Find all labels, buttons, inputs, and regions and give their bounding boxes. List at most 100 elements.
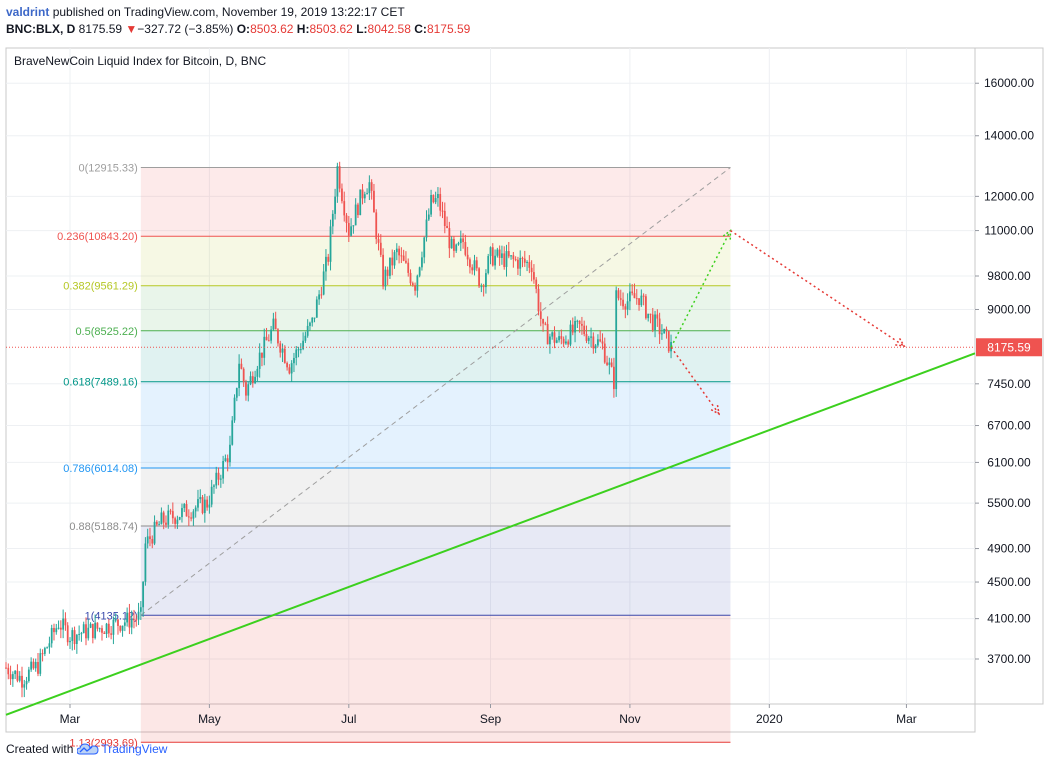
support-trendline	[5, 352, 976, 716]
candle-body	[665, 328, 668, 332]
candle-body	[144, 543, 147, 582]
projection-down-arrow	[670, 346, 720, 415]
candle-body	[151, 539, 154, 544]
candle-body	[229, 444, 231, 463]
close-value: 8175.59	[426, 22, 471, 36]
candle-body	[462, 238, 464, 243]
candle-body	[313, 317, 316, 319]
published-text: published on TradingView.com, November 1…	[52, 5, 405, 19]
candle-body	[658, 318, 661, 335]
candle-body	[23, 684, 26, 688]
price-axis[interactable]	[974, 47, 1044, 705]
candle-body	[117, 619, 119, 626]
candle-body	[473, 260, 476, 271]
candle-body	[153, 521, 156, 544]
candle-body	[560, 336, 563, 339]
author-name[interactable]: valdrint	[6, 5, 50, 19]
candle-body	[423, 237, 426, 258]
candle-body	[87, 627, 90, 639]
candle-body	[217, 472, 220, 480]
candle-body	[418, 267, 421, 276]
candle-body	[601, 341, 604, 344]
y-tick-label: 6700.00	[987, 419, 1031, 433]
candle-body	[377, 239, 380, 243]
candle-body	[453, 238, 455, 251]
ohlc-line: BNC:BLX, D 8175.59 ▼−327.72 (−3.85%) O:8…	[6, 21, 470, 38]
candle-body	[208, 504, 211, 508]
candle-body	[480, 286, 483, 288]
open-label: O:	[236, 22, 251, 36]
fib-retracement[interactable]: 0(12915.33) 0.236(10843.20) 0.382(9561.29)…	[57, 162, 731, 749]
candle-body	[402, 255, 405, 261]
candle-body	[457, 243, 460, 245]
drawings	[5, 229, 976, 716]
candle-body	[482, 286, 485, 288]
candle-body	[459, 238, 462, 244]
candle-body	[386, 269, 389, 276]
candle-body	[448, 228, 451, 249]
tradingview-logo[interactable]: TradingView	[77, 741, 167, 757]
candle-body	[661, 333, 663, 335]
candle-body	[69, 640, 71, 643]
candle-body	[343, 201, 346, 216]
candle-body	[469, 259, 471, 268]
candle-body	[354, 204, 357, 226]
candle-body	[80, 633, 83, 635]
candle-body	[233, 397, 236, 421]
x-tick-label: Sep	[480, 712, 502, 726]
candle-body	[75, 634, 78, 645]
candle-body	[663, 328, 666, 334]
candle-body	[439, 194, 442, 211]
down-triangle-icon: ▼	[125, 22, 138, 36]
candle-body	[635, 298, 638, 300]
candle-body	[318, 294, 320, 300]
y-tick-label: 14000.00	[984, 129, 1034, 143]
candle-body	[297, 349, 300, 351]
x-tick-label: 2020	[756, 712, 783, 726]
candle-body	[302, 340, 304, 350]
candle-body	[322, 271, 325, 295]
candle-body	[66, 625, 69, 643]
candle-body	[137, 611, 140, 620]
candle-body	[133, 619, 135, 621]
candle-body	[34, 661, 37, 669]
candle-body	[98, 628, 101, 630]
candle-body	[73, 630, 76, 645]
open-value: 8503.62	[250, 22, 294, 36]
candle-body	[203, 499, 206, 514]
candle-body	[446, 226, 448, 229]
y-tick-label: 5500.00	[987, 496, 1031, 510]
candle-body	[240, 363, 243, 369]
fib-trend-diagonal	[140, 167, 731, 616]
candle-body	[167, 510, 170, 525]
time-axis[interactable]	[5, 703, 976, 733]
candle-body	[597, 339, 599, 346]
fib-zone	[140, 467, 731, 527]
candle-body	[178, 517, 181, 520]
candle-body	[62, 618, 65, 630]
candle-body	[329, 226, 332, 262]
candle-body	[286, 362, 289, 368]
candle-body	[535, 279, 538, 289]
candle-body	[53, 627, 55, 633]
candle-body	[185, 504, 188, 517]
candle-body	[590, 336, 592, 338]
candle-body	[14, 670, 17, 675]
tradingview-brand: TradingView	[101, 742, 168, 756]
candle-body	[395, 248, 398, 253]
candle-body	[485, 273, 487, 288]
candle-body	[581, 323, 583, 326]
candle-body	[592, 336, 595, 349]
candle-body	[555, 340, 558, 343]
candle-body	[101, 628, 103, 633]
candle-body	[201, 497, 204, 514]
low-label: L:	[356, 22, 368, 36]
candle-body	[437, 194, 439, 199]
candle-body	[171, 511, 174, 519]
candle-body	[619, 298, 622, 300]
candle-body	[210, 486, 213, 505]
candle-body	[631, 291, 634, 294]
candle-body	[578, 320, 581, 324]
candle-body	[254, 376, 257, 384]
